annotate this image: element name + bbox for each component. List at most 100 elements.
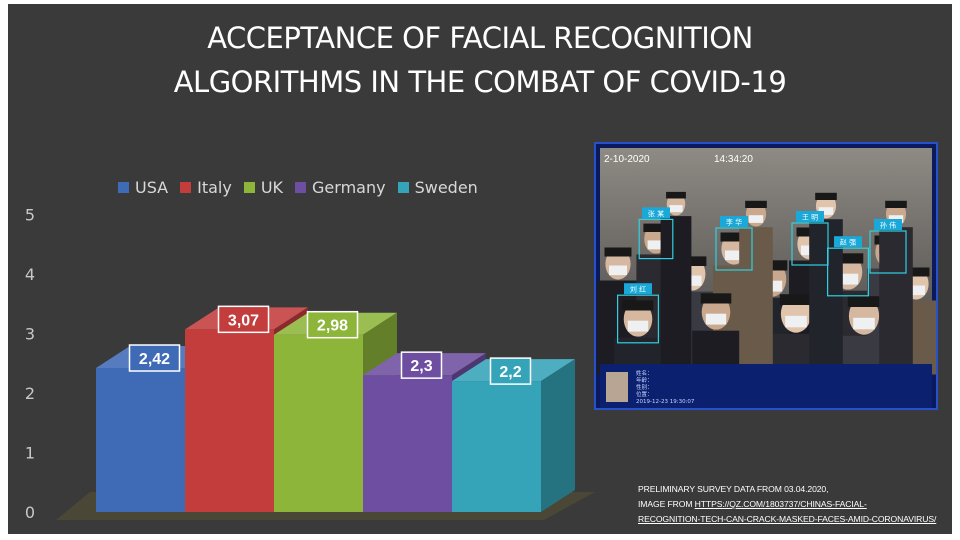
person-hair xyxy=(815,192,837,200)
panel-line: 2019-12-23 19:30:07 xyxy=(636,399,695,405)
y-tick-label: 2 xyxy=(25,384,35,403)
source-link[interactable]: HTTPS://QZ.COM/1803737/CHINAS-FACIAL- xyxy=(694,499,867,509)
legend-label: UK xyxy=(260,178,284,197)
person-hair xyxy=(832,253,864,264)
face-mask xyxy=(853,317,875,330)
face-mask xyxy=(818,207,834,215)
data-label-box xyxy=(306,310,359,339)
face-detection-box xyxy=(617,294,659,344)
panel-line: 年龄： xyxy=(636,376,653,384)
data-label: 2,3 xyxy=(410,358,432,375)
legend-item-usa: USA xyxy=(118,178,168,197)
legend-swatch xyxy=(397,182,409,193)
person-hair xyxy=(779,294,813,305)
bar-front-face xyxy=(185,329,274,512)
legend-item-italy: Italy xyxy=(180,178,232,197)
face-detection-box xyxy=(869,230,907,274)
person-hair xyxy=(745,200,767,208)
face-detection-box xyxy=(827,247,870,297)
face-tag-label: 张 某 xyxy=(648,209,664,218)
legend-item-sweden: Sweden xyxy=(397,178,478,197)
bar-front-face xyxy=(96,368,185,512)
face-detection-box xyxy=(715,227,753,271)
y-tick-label: 4 xyxy=(25,265,35,284)
person-body xyxy=(879,227,913,372)
y-tick-label: 5 xyxy=(25,206,35,225)
face-mask xyxy=(682,275,702,286)
face-tag-background xyxy=(720,216,748,227)
data-label: 2,2 xyxy=(499,364,521,381)
face-mask xyxy=(647,240,665,250)
legend-label: Germany xyxy=(312,178,386,197)
data-label-box xyxy=(217,305,270,334)
face-detection-box xyxy=(791,222,829,266)
caption-prefix: IMAGE FROM xyxy=(638,499,695,509)
legend-label: Sweden xyxy=(414,178,478,197)
face-mask xyxy=(627,320,649,332)
panel-line: 姓名： xyxy=(636,369,653,377)
legend-swatch xyxy=(295,182,307,193)
bar-side-face xyxy=(541,359,575,512)
face-tag-label: 刘 红 xyxy=(630,285,646,294)
person-hair xyxy=(885,200,907,208)
source-link-continued[interactable]: RECOGNITION-TECH-CAN-CRACK-MASKED-FACES-… xyxy=(638,514,937,524)
thumbnail-face xyxy=(606,372,628,402)
title-line-2: ALGORITHMS IN THE COMBAT OF COVID-19 xyxy=(173,65,787,99)
legend-item-germany: Germany xyxy=(295,178,386,197)
person-hair xyxy=(666,191,686,199)
bar-front-face xyxy=(452,381,541,512)
face-mask xyxy=(837,273,859,285)
face-tag-label: 孙 伟 xyxy=(880,221,896,230)
caption-line-1: PRELIMINARY SURVEY DATA FROM 03.04.2020, xyxy=(638,484,829,494)
info-panel xyxy=(600,364,932,408)
y-tick-label: 1 xyxy=(25,444,35,463)
face-mask xyxy=(907,285,925,296)
person-body xyxy=(660,216,692,371)
source-caption: PRELIMINARY SURVEY DATA FROM 03.04.2020,… xyxy=(638,482,948,527)
face-detection-box xyxy=(638,218,674,260)
bar-front-face xyxy=(363,375,452,512)
person-body xyxy=(739,227,773,372)
face-tag-label: 李 华 xyxy=(726,218,742,227)
chart-title: ACCEPTANCE OF FACIAL RECOGNITION ALGORIT… xyxy=(8,16,952,104)
data-label: 2,42 xyxy=(139,351,170,368)
face-tag-label: 赵 强 xyxy=(840,238,856,247)
face-tag-background xyxy=(624,283,652,295)
person-hair xyxy=(720,232,748,242)
info-panel-text: 姓名：年龄：性别：位置：2019-12-23 19:30:07 xyxy=(636,369,695,405)
photo-timestamp: 2-10-2020 xyxy=(604,154,650,165)
legend-label: USA xyxy=(135,178,169,197)
face-tag-background xyxy=(642,207,670,219)
data-label-box xyxy=(400,351,443,379)
legend-swatch xyxy=(180,182,192,193)
person-hair xyxy=(677,256,707,266)
panel-line: 性别： xyxy=(636,383,653,391)
face-mask xyxy=(705,313,727,325)
surveillance-photo: 张 某李 华 王 明赵 强 孙 伟刘 红 2-10-2020 14:34:20 姓名… xyxy=(594,142,938,410)
person-hair xyxy=(847,296,881,307)
title-line-1: ACCEPTANCE OF FACIAL RECOGNITION xyxy=(207,21,753,55)
photo-clock: 14:34:20 xyxy=(714,154,753,165)
face-mask xyxy=(785,315,807,328)
chart-legend: USA Italy UK Germany Sweden xyxy=(118,178,478,197)
face-tag-background xyxy=(796,211,824,222)
bar-chart: 0 1 2 3 4 5 2,42 3,07 2,98 2,3 2,2 xyxy=(25,206,595,522)
person-hair xyxy=(643,223,669,232)
person-hair xyxy=(700,293,732,304)
face-tag-label: 王 明 xyxy=(802,214,818,222)
data-label-box xyxy=(128,344,181,372)
person-hair xyxy=(622,300,654,311)
crowd-illustration: 张 某李 华 王 明赵 强 孙 伟刘 红 2-10-2020 14:34:20 姓名… xyxy=(597,148,936,408)
y-tick-label: 0 xyxy=(25,503,35,522)
y-tick-label: 3 xyxy=(25,325,35,344)
data-label-box xyxy=(489,357,532,385)
panel-line: 位置： xyxy=(636,390,653,398)
face-mask xyxy=(748,215,764,223)
face-mask xyxy=(725,250,743,261)
person-hair xyxy=(902,267,930,277)
legend-swatch xyxy=(118,182,129,193)
slide: ACCEPTANCE OF FACIAL RECOGNITION ALGORIT… xyxy=(8,4,952,534)
face-mask xyxy=(669,205,683,213)
person-hair xyxy=(604,247,632,257)
legend-label: Italy xyxy=(197,178,232,197)
